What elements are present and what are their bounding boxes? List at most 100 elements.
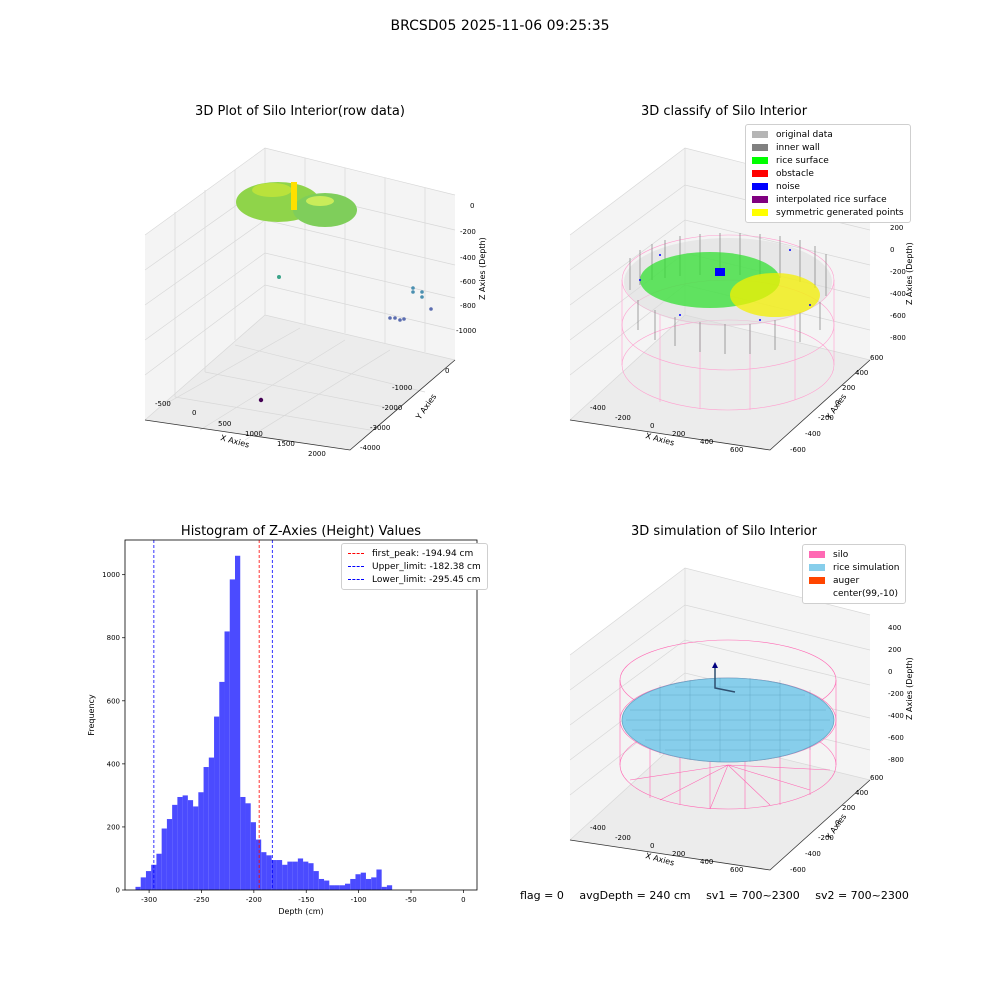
histogram-bar	[271, 860, 277, 890]
classify-noise	[639, 249, 811, 321]
histogram-bar	[376, 869, 382, 890]
histogram-bar	[318, 878, 325, 890]
histogram-bar	[266, 855, 272, 890]
sim-ytick: -200	[818, 834, 834, 842]
histogram-bar	[224, 631, 230, 890]
status-line: flag = 0 avgDepth = 240 cm sv1 = 700~230…	[520, 889, 921, 902]
simulation-plot-title: 3D simulation of Silo Interior	[631, 524, 817, 539]
sim-xtick: -200	[615, 834, 631, 842]
x-tick-label: -100	[351, 896, 367, 904]
legend-label: center(99,-10)	[833, 588, 898, 599]
histogram-bar	[245, 803, 251, 890]
legend-item: inner wall	[752, 141, 904, 154]
histogram-bar	[308, 863, 314, 890]
histogram-bar	[292, 861, 298, 890]
histogram-bar	[261, 852, 267, 890]
sim-ztick: -200	[888, 690, 904, 698]
histogram-bar	[140, 877, 146, 890]
classify-ytick: -400	[805, 430, 821, 438]
histogram-bar	[386, 885, 393, 890]
y-tick-label: 0	[116, 887, 120, 895]
legend-label: rice simulation	[833, 562, 900, 573]
legend-item: rice surface	[752, 154, 904, 167]
classify-symmetric-points	[730, 273, 820, 317]
legend-item: interpolated rice surface	[752, 193, 904, 206]
histogram-chart: -300 -250 -200 -150 -100 -50 0 0 200 400 600 800 100…	[87, 539, 478, 916]
y-axis-label: Frequency	[87, 694, 96, 736]
classify-zlabel: Z Axies (Depth)	[905, 242, 914, 305]
histogram-bar	[339, 885, 345, 890]
sim-xtick: 600	[730, 866, 743, 874]
legend-label: noise	[776, 181, 800, 192]
legend-label: original data	[776, 129, 833, 140]
sim-ztick: 0	[888, 668, 892, 676]
legend-swatch	[809, 551, 825, 558]
auger-icon	[712, 662, 736, 693]
classify-ytick: 200	[842, 384, 855, 392]
sim-xtick: 200	[672, 850, 685, 858]
sim-xtick: 400	[700, 858, 713, 866]
raw-ylabel: Y Axies	[414, 392, 439, 422]
histogram-bar	[282, 864, 288, 890]
classify-plot-title: 3D classify of Silo Interior	[640, 104, 808, 119]
legend-label: first_peak: -194.94 cm	[372, 548, 474, 559]
legend-item: Lower_limit: -295.45 cm	[348, 573, 481, 586]
raw-xtick: 1000	[245, 430, 263, 438]
histogram-bar	[193, 806, 199, 890]
histogram-bar	[334, 885, 340, 890]
sim-ztick: 400	[888, 624, 901, 632]
legend-swatch	[752, 131, 768, 138]
legend-swatch	[809, 577, 825, 584]
legend-swatch	[752, 209, 768, 216]
sim-ztick: -400	[888, 712, 904, 720]
raw-ztick: -1000	[456, 327, 476, 335]
histogram-bar	[297, 858, 304, 890]
histogram-bar	[287, 861, 293, 890]
histogram-bar	[276, 860, 283, 890]
x-axis-label: Depth (cm)	[278, 907, 323, 916]
figure-title: BRCSD05 2025-11-06 09:25:35	[390, 18, 610, 34]
legend-item: silo	[809, 548, 899, 561]
histogram-bar	[229, 579, 235, 890]
y-tick-label: 400	[107, 760, 120, 768]
classify-ytick: 600	[870, 354, 883, 362]
histogram-bar	[350, 878, 356, 890]
classify-ztick: -400	[890, 290, 906, 298]
legend-swatch	[809, 590, 825, 597]
simulation-3d-plot: -400 -200 0 200 400 600 600 400 200 0 -2…	[569, 567, 914, 874]
sim-ytick: 200	[842, 804, 855, 812]
raw-xtick: 0	[192, 409, 196, 417]
legend-label: interpolated rice surface	[776, 194, 887, 205]
classify-ztick: -800	[890, 334, 906, 342]
legend-item: rice simulation	[809, 561, 899, 574]
histogram-bar	[219, 681, 225, 890]
status-avg-depth: avgDepth = 240 cm	[579, 889, 691, 902]
raw-xtick: -500	[155, 400, 171, 408]
legend-item: noise	[752, 180, 904, 193]
classify-ztick: -200	[890, 268, 906, 276]
x-tick-label: -250	[194, 896, 210, 904]
legend-line	[348, 553, 364, 554]
histogram-bar	[345, 883, 351, 890]
raw-ytick: 0	[445, 367, 449, 375]
histogram-bar	[371, 877, 377, 890]
histogram-bar	[177, 796, 183, 890]
x-tick-label: -50	[405, 896, 416, 904]
histogram-bar	[355, 874, 361, 890]
rice-simulation-surface	[621, 677, 835, 763]
raw-ytick: -2000	[382, 404, 402, 412]
legend-label: obstacle	[776, 168, 814, 179]
raw-ztick: -200	[460, 228, 476, 236]
legend-swatch	[752, 157, 768, 164]
histogram-bar	[203, 767, 209, 890]
raw-xtick: 2000	[308, 450, 326, 458]
legend-label: inner wall	[776, 142, 820, 153]
status-sv2: sv2 = 700~2300	[815, 889, 909, 902]
legend-line	[348, 579, 364, 580]
classify-ytick: -600	[790, 446, 806, 454]
histogram-bar	[250, 822, 256, 890]
raw-xtick: 1500	[277, 440, 295, 448]
sim-ytick: 400	[855, 789, 868, 797]
raw-ztick: -800	[460, 302, 476, 310]
x-tick-label: 0	[461, 896, 465, 904]
